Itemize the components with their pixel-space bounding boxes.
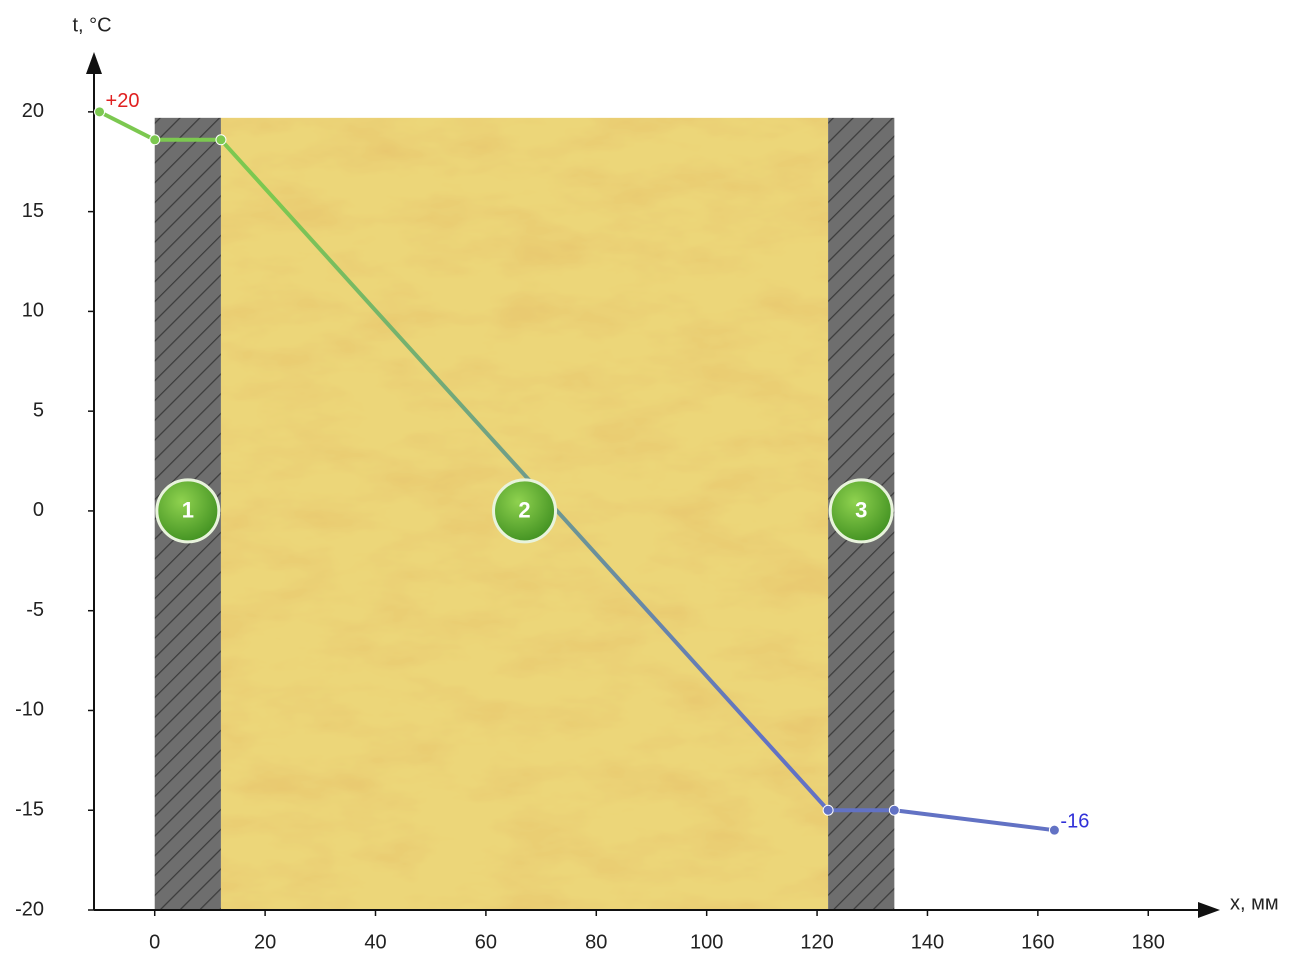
annotation: +20 bbox=[106, 90, 140, 112]
x-tick-label: 160 bbox=[1021, 931, 1054, 953]
point bbox=[149, 134, 161, 146]
y-tick-label: -10 bbox=[15, 699, 44, 721]
point bbox=[215, 134, 227, 146]
y-tick-label: 5 bbox=[33, 399, 44, 421]
layer-badge bbox=[828, 478, 894, 544]
annotation: -16 bbox=[1060, 810, 1089, 832]
axes: t, °C x, мм 20 15 10 5 0 -5 -10 -15 -20 0 20 40 60 80 10… bbox=[15, 14, 1279, 953]
x-tick-label: 0 bbox=[149, 931, 160, 953]
y-tick-label: -20 bbox=[15, 898, 44, 920]
layer-badge-label: 1 bbox=[182, 498, 194, 523]
y-tick-label: -5 bbox=[26, 599, 44, 621]
layer-badge-label: 2 bbox=[518, 498, 530, 523]
x-tick-label: 180 bbox=[1132, 931, 1165, 953]
x-axis-label: x, мм bbox=[1230, 892, 1279, 914]
y-tick-label: 15 bbox=[22, 200, 44, 222]
y-axis-arrow bbox=[86, 52, 102, 74]
y-tick-label: 10 bbox=[22, 300, 44, 322]
y-axis-label: t, °C bbox=[72, 14, 111, 36]
point bbox=[94, 106, 106, 118]
x-tick-label: 100 bbox=[690, 931, 723, 953]
x-tick-label: 20 bbox=[254, 931, 276, 953]
temperature-line bbox=[98, 110, 1055, 833]
x-tick-label: 40 bbox=[364, 931, 386, 953]
x-tick-label: 140 bbox=[911, 931, 944, 953]
point bbox=[1048, 824, 1060, 836]
point bbox=[888, 804, 900, 816]
x-tick-label: 120 bbox=[800, 931, 833, 953]
x-tick-label: 60 bbox=[475, 931, 497, 953]
point bbox=[822, 804, 834, 816]
y-tick-label: -15 bbox=[15, 799, 44, 821]
x-tick-label: 80 bbox=[585, 931, 607, 953]
y-tick-label: 0 bbox=[33, 499, 44, 521]
layer-badge bbox=[155, 478, 221, 544]
layer-badge bbox=[492, 478, 558, 544]
layer-badge-label: 3 bbox=[855, 498, 867, 523]
y-tick-label: 20 bbox=[22, 100, 44, 122]
plot: +20 -16 1 2 3 bbox=[94, 90, 1089, 836]
x-axis-arrow bbox=[1198, 902, 1220, 918]
